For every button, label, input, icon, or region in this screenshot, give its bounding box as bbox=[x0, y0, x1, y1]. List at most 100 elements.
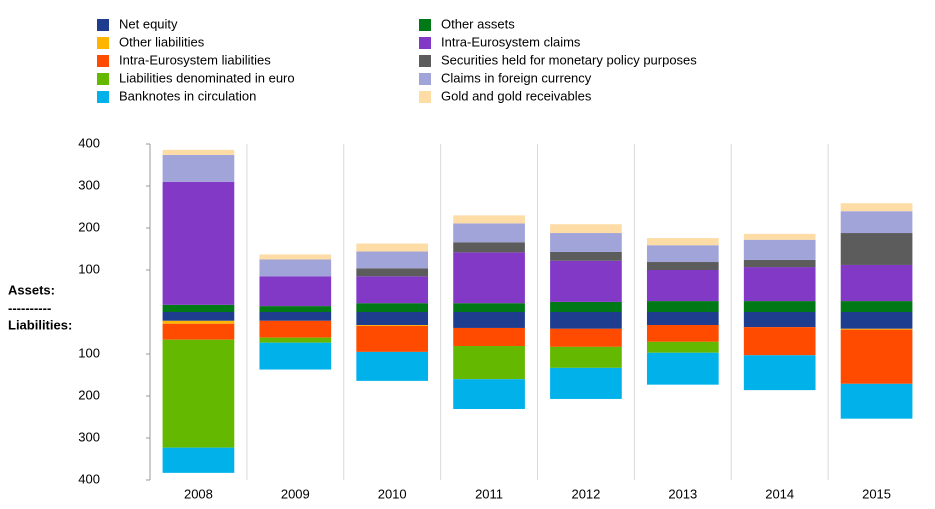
bar-segment bbox=[550, 301, 622, 312]
legend-label: Claims in foreign currency bbox=[441, 70, 592, 85]
legend-label: Gold and gold receivables bbox=[441, 88, 592, 103]
bar-segment bbox=[356, 325, 429, 326]
bar-segment bbox=[453, 252, 525, 304]
bar-segment bbox=[743, 267, 816, 302]
bar-segment bbox=[743, 239, 816, 260]
bar-segment bbox=[162, 312, 235, 321]
y-tick-label: 200 bbox=[78, 219, 100, 234]
bar-segment bbox=[356, 312, 429, 326]
bar-segment bbox=[356, 243, 429, 252]
legend-label: Securities held for monetary policy purp… bbox=[441, 52, 697, 67]
bar-segment bbox=[840, 203, 913, 212]
bar-segment bbox=[840, 328, 913, 330]
legend-swatch bbox=[97, 55, 109, 67]
y-tick-label: 400 bbox=[78, 135, 100, 150]
bar-segment bbox=[453, 379, 525, 410]
bar-segment bbox=[356, 303, 429, 312]
y-tick-label: 300 bbox=[78, 429, 100, 444]
bar-segment bbox=[646, 245, 719, 263]
bar-segment bbox=[743, 259, 816, 268]
bar-segment bbox=[840, 312, 913, 329]
bar-segment bbox=[453, 223, 525, 243]
y-tick-label: 100 bbox=[78, 345, 100, 360]
bar-segment bbox=[840, 383, 913, 419]
legend-label: Other assets bbox=[441, 16, 515, 31]
bar-segment bbox=[162, 339, 235, 448]
bar-segment bbox=[356, 268, 429, 277]
annotation: ---------- bbox=[8, 300, 51, 315]
y-tick-label: 400 bbox=[78, 471, 100, 486]
x-tick-label: 2012 bbox=[571, 486, 600, 501]
bar-segment bbox=[162, 323, 235, 340]
x-tick-label: 2014 bbox=[765, 486, 794, 501]
bar-segment bbox=[840, 211, 913, 234]
bar-segment bbox=[259, 312, 332, 321]
bar-segment bbox=[550, 224, 622, 234]
bar-segment bbox=[646, 341, 719, 353]
legend-swatch bbox=[419, 91, 431, 103]
bar-segment bbox=[453, 346, 525, 380]
bar-segment bbox=[162, 154, 235, 182]
bar-segment bbox=[840, 264, 913, 302]
bar-segment bbox=[259, 337, 332, 343]
bar-segment bbox=[356, 325, 429, 352]
bar-segment bbox=[259, 306, 332, 312]
bar-segment bbox=[259, 342, 332, 370]
bar-segment bbox=[259, 276, 332, 307]
bar-segment bbox=[453, 242, 525, 253]
bar-segment bbox=[162, 320, 235, 324]
bar-segment bbox=[646, 312, 719, 326]
bar-segment bbox=[646, 325, 719, 342]
bar-segment bbox=[453, 312, 525, 328]
bar-segment bbox=[743, 233, 816, 240]
bar-segment bbox=[743, 312, 816, 328]
bar-segment bbox=[162, 181, 235, 305]
legend-label: Intra-Eurosystem claims bbox=[441, 34, 581, 49]
legend-label: Net equity bbox=[119, 16, 178, 31]
bar-segment bbox=[356, 276, 429, 304]
bar-segment bbox=[162, 447, 235, 473]
bar-segment bbox=[453, 215, 525, 224]
bar-segment bbox=[646, 238, 719, 246]
bar-segment bbox=[550, 260, 622, 302]
bar-segment bbox=[162, 304, 235, 312]
legend-swatch bbox=[419, 55, 431, 67]
x-tick-label: 2015 bbox=[862, 486, 891, 501]
x-tick-label: 2009 bbox=[281, 486, 310, 501]
bar-segment bbox=[840, 301, 913, 312]
legend-swatch bbox=[419, 19, 431, 31]
legend-swatch bbox=[97, 37, 109, 49]
bar-segment bbox=[646, 262, 719, 270]
bar-segment bbox=[840, 329, 913, 384]
bar-segment bbox=[550, 312, 622, 329]
bar-segment bbox=[646, 270, 719, 302]
legend-label: Banknotes in circulation bbox=[119, 88, 256, 103]
bar-segment bbox=[453, 303, 525, 312]
y-tick-label: 300 bbox=[78, 177, 100, 192]
annotation: Assets: bbox=[8, 282, 55, 297]
legend-swatch bbox=[97, 73, 109, 85]
legend-swatch bbox=[419, 73, 431, 85]
bar-segment bbox=[356, 351, 429, 381]
legend-swatch bbox=[419, 37, 431, 49]
legend-label: Liabilities denominated in euro bbox=[119, 70, 295, 85]
legend-label: Intra-Eurosystem liabilities bbox=[119, 52, 271, 67]
legend-label: Other liabilities bbox=[119, 34, 205, 49]
x-tick-label: 2011 bbox=[475, 486, 503, 501]
bar-segment bbox=[743, 301, 816, 312]
bar-segment bbox=[259, 320, 332, 338]
bar-segment bbox=[646, 301, 719, 312]
x-tick-label: 2010 bbox=[378, 486, 407, 501]
bar-segment bbox=[453, 327, 525, 347]
y-tick-label: 100 bbox=[78, 261, 100, 276]
bar-segment bbox=[550, 328, 622, 347]
bar-segment bbox=[743, 327, 816, 356]
bar-segment bbox=[259, 254, 332, 260]
x-tick-label: 2013 bbox=[668, 486, 697, 501]
legend-swatch bbox=[97, 19, 109, 31]
y-tick-label: 200 bbox=[78, 387, 100, 402]
bar-segment bbox=[356, 251, 429, 269]
bar-segment bbox=[840, 233, 913, 265]
bar-segment bbox=[550, 367, 622, 399]
